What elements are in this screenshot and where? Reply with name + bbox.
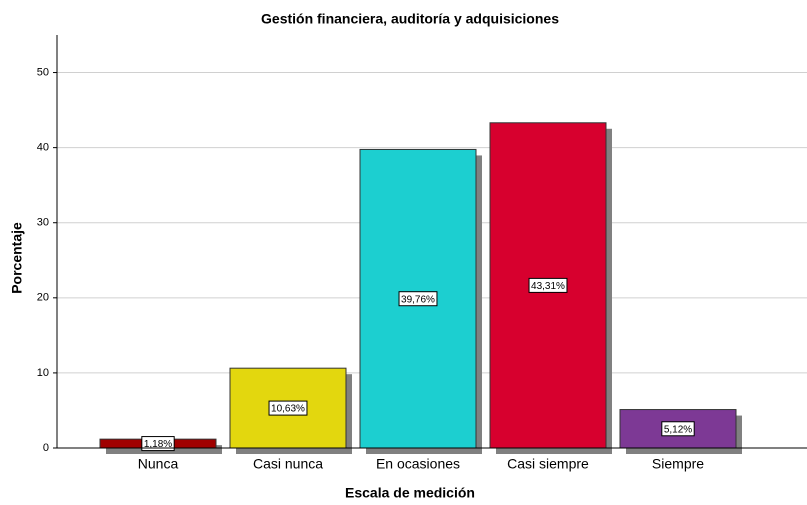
y-tick-label: 30 [37, 217, 49, 229]
value-label-box [141, 436, 175, 452]
y-tick-label: 0 [43, 442, 49, 454]
value-label: 10,63% [271, 404, 305, 415]
value-label: 39,76% [401, 294, 435, 305]
value-label: 1,18% [144, 439, 172, 450]
x-tick-label: Casi siempre [507, 456, 589, 472]
value-label-box [661, 421, 695, 437]
x-tick-label: Casi nunca [253, 456, 323, 472]
x-tick-label: Siempre [652, 456, 704, 472]
y-tick-label: 20 [37, 292, 49, 304]
y-tick-label: 50 [37, 66, 49, 78]
value-label: 5,12% [664, 424, 692, 435]
y-axis-label: Porcentaje [9, 222, 25, 294]
x-tick-label: Nunca [138, 456, 179, 472]
chart-title: Gestión financiera, auditoría y adquisic… [261, 11, 559, 27]
value-label-box [398, 291, 438, 307]
value-label: 43,31% [531, 281, 565, 292]
x-axis-label: Escala de medición [345, 485, 475, 501]
y-tick-label: 10 [37, 367, 49, 379]
x-tick-label: En ocasiones [376, 456, 460, 472]
value-label-box [268, 400, 308, 416]
value-label-box [528, 277, 568, 293]
y-tick-label: 40 [37, 142, 49, 154]
